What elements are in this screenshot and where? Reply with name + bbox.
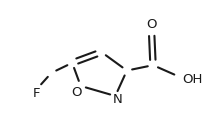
Text: O: O: [146, 18, 157, 31]
Text: F: F: [32, 87, 40, 100]
Text: N: N: [113, 93, 123, 106]
Text: O: O: [71, 86, 81, 99]
Text: OH: OH: [182, 73, 203, 86]
